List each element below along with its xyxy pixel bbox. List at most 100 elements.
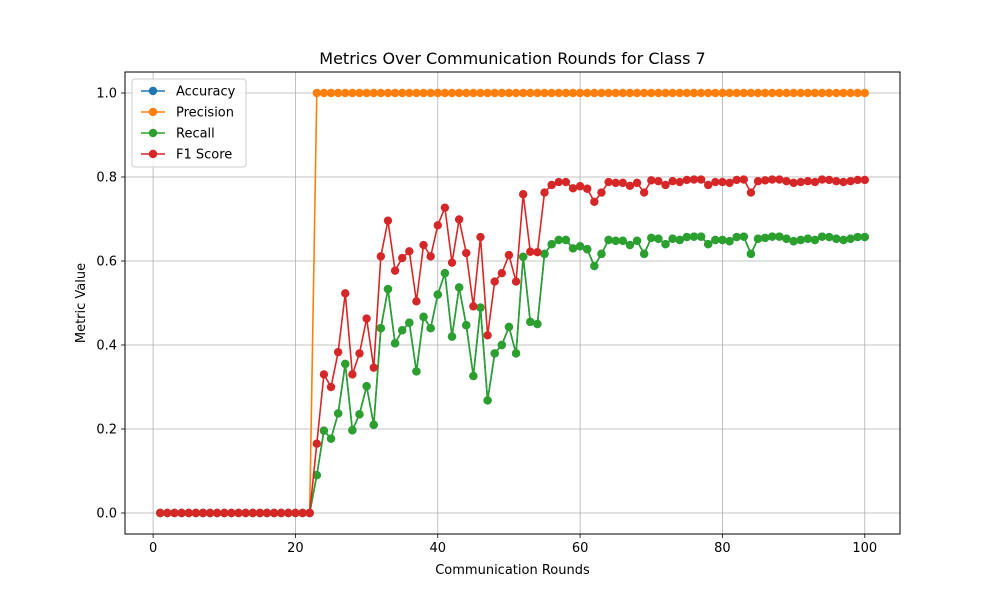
data-point [511,88,521,98]
data-point [547,88,556,98]
data-point [440,88,450,98]
data-point [832,234,841,243]
data-point [547,240,556,249]
x-tick-label: 0 [149,541,157,556]
data-point [768,232,777,241]
data-point [689,175,699,184]
data-point [348,370,357,379]
data-point [739,232,748,241]
data-point [405,88,414,98]
data-point [661,240,670,249]
data-point [860,175,869,185]
data-point [647,233,656,243]
data-point [376,324,386,333]
data-point [284,508,293,518]
data-point [782,234,791,243]
data-point [746,188,756,197]
legend-label: Recall [176,127,215,142]
data-point [746,249,756,259]
data-point [668,88,677,98]
data-point [647,88,656,98]
data-point [533,247,542,257]
data-point [575,182,585,191]
data-point [212,508,222,518]
data-point [860,232,869,242]
data-point [227,508,236,518]
data-point [575,242,585,251]
data-point [362,381,371,391]
data-point [476,232,485,242]
data-point [597,88,606,98]
data-point [156,508,165,518]
y-tick-label: 1.0 [96,87,117,102]
data-point [234,508,243,518]
data-point [533,319,542,329]
data-point [810,88,820,98]
data-point [753,234,763,243]
data-point [447,88,457,98]
data-point [369,363,378,372]
data-point [604,88,613,98]
data-point [220,508,229,518]
data-point [568,244,578,253]
data-point [269,508,279,518]
data-point [426,88,435,98]
data-point [177,508,186,518]
legend-box [131,78,247,168]
data-point [675,177,684,187]
data-point [583,184,592,193]
data-point [454,283,464,292]
data-point [362,314,371,323]
data-point [796,235,805,245]
data-point [518,88,528,98]
data-point [469,302,478,311]
data-point [639,188,649,197]
data-point [604,177,613,187]
series-f1-score [156,175,869,518]
data-point [170,508,179,518]
data-point [568,184,578,193]
x-tick-label: 100 [852,541,877,556]
data-point [433,88,442,98]
data-point [504,88,514,98]
data-point [590,197,599,206]
data-point [326,434,336,443]
data-point [333,409,343,418]
data-point [704,88,713,98]
legend-marker [148,149,158,159]
data-point [810,235,820,245]
data-point [205,508,215,518]
data-point [675,235,684,245]
data-point [625,181,635,191]
data-point [547,180,556,190]
data-point [732,175,741,185]
data-point [526,88,535,98]
data-point [184,508,193,518]
data-point [561,177,571,187]
data-point [639,249,649,259]
data-point [746,88,756,98]
data-point [319,370,329,379]
data-point [597,249,606,259]
data-point [618,236,628,246]
data-point [462,88,471,98]
data-point [540,188,549,197]
data-point [305,508,314,518]
data-point [390,88,400,98]
data-point [554,88,563,98]
data-point [625,240,635,250]
data-point [689,88,699,98]
data-point [526,317,535,327]
data-point [604,235,613,245]
data-point [540,88,549,98]
data-point [376,252,386,261]
data-point [390,339,400,348]
data-point [440,268,450,278]
data-point [412,297,421,306]
data-point [412,88,421,98]
data-point [554,235,563,245]
data-point [497,340,507,350]
data-point [839,235,848,245]
data-point [725,178,734,188]
